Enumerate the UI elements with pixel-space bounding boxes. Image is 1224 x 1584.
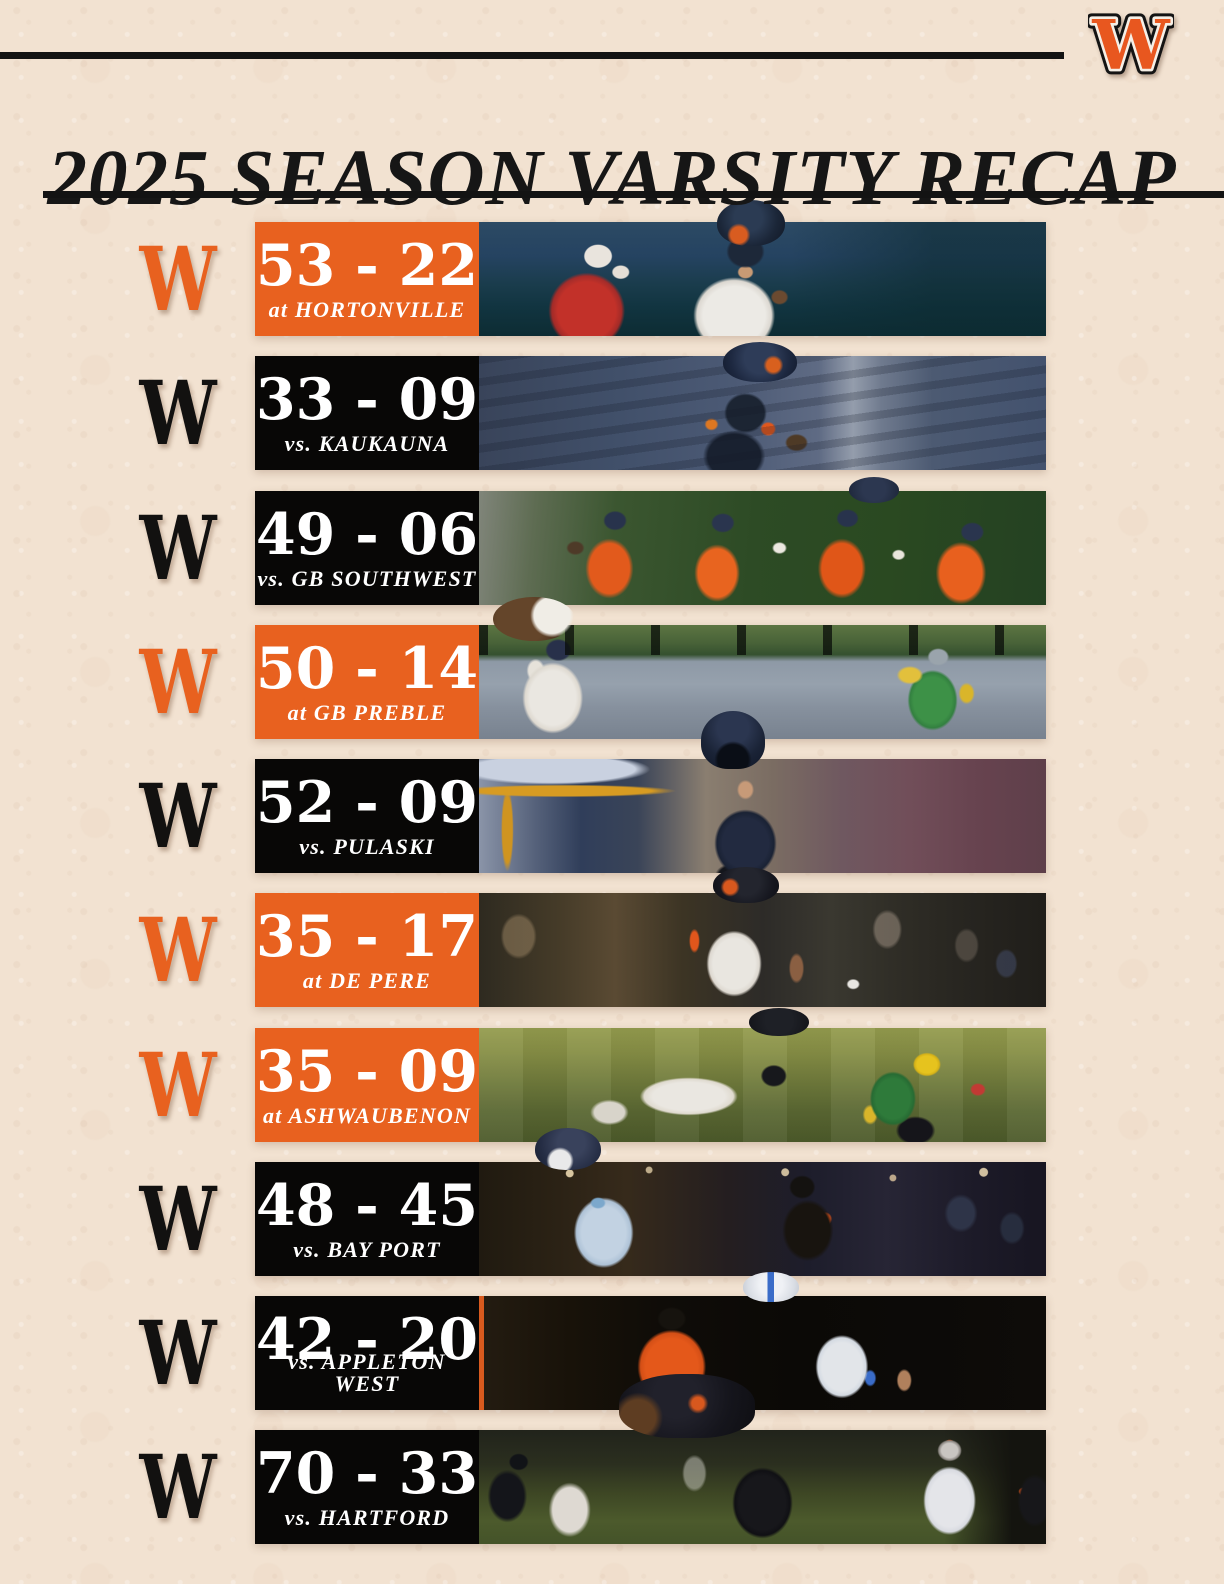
score-text: 50 - 14 xyxy=(256,635,478,702)
photo-art xyxy=(479,1430,1046,1544)
player-helmet-cutout xyxy=(713,867,779,903)
win-indicator: W xyxy=(139,1435,217,1539)
score-box: 52 - 09 vs. PULASKI xyxy=(255,759,479,873)
game-row: W 49 - 06 vs. GB SOUTHWEST xyxy=(0,477,1224,605)
win-indicator: W xyxy=(139,630,217,734)
score-box: 48 - 45 vs. BAY PORT xyxy=(255,1162,479,1276)
game-row: W 35 - 17 at DE PERE xyxy=(0,867,1224,1007)
game-photo xyxy=(479,1374,1046,1544)
game-row: W 52 - 09 vs. PULASKI xyxy=(0,711,1224,873)
school-logo: W W W xyxy=(1086,0,1177,92)
game-photo xyxy=(479,1008,1046,1142)
score-text: 52 - 09 xyxy=(256,769,478,836)
score-box: 33 - 09 vs. KAUKAUNA xyxy=(255,356,479,470)
player-snap-cutout xyxy=(619,1374,755,1438)
game-strip: 52 - 09 vs. PULASKI xyxy=(255,711,1046,873)
game-strip: 48 - 45 vs. BAY PORT xyxy=(255,1128,1046,1276)
score-text: 48 - 45 xyxy=(256,1172,478,1239)
player-helmet-cutout xyxy=(723,342,797,382)
opponent-text: at GB PREBLE xyxy=(287,700,447,725)
game-photo xyxy=(479,1128,1046,1276)
player-helmet-cutout xyxy=(743,1272,799,1302)
svg-text:W: W xyxy=(1091,5,1171,86)
game-strip: 42 - 20 vs. APPLETON WEST xyxy=(255,1272,1046,1410)
score-text: 49 - 06 xyxy=(256,501,478,568)
win-indicator: W xyxy=(139,1033,217,1137)
photo-art xyxy=(479,1162,1046,1276)
opponent-text: vs. APPLETON WEST xyxy=(288,1349,446,1396)
score-box: 42 - 20 vs. APPLETON WEST xyxy=(255,1296,479,1410)
game-photo xyxy=(479,1272,1046,1410)
svg-text:W: W xyxy=(1091,5,1171,86)
opponent-text: vs. KAUKAUNA xyxy=(284,431,450,456)
game-row: W 42 - 20 vs. APPLETON WEST xyxy=(0,1272,1224,1410)
win-indicator: W xyxy=(139,1167,217,1271)
score-box: 35 - 17 at DE PERE xyxy=(255,893,479,1007)
opponent-text: vs. GB SOUTHWEST xyxy=(257,566,477,591)
opponent-text: vs. PULASKI xyxy=(299,834,435,859)
win-indicator: W xyxy=(139,496,217,600)
score-text: 35 - 09 xyxy=(256,1038,478,1105)
player-helmet-cutout xyxy=(701,711,765,769)
opponent-text: vs. BAY PORT xyxy=(293,1237,441,1262)
game-row: W 33 - 09 vs. KAUKAUNA xyxy=(0,342,1224,470)
header-rule-top xyxy=(0,52,1064,59)
player-helmet-cutout xyxy=(849,477,899,503)
photo-art xyxy=(479,491,1046,605)
game-row: W 53 - 22 at HORTONVILLE xyxy=(0,200,1224,336)
score-box: 70 - 33 vs. HARTFORD xyxy=(255,1430,479,1544)
header-rule-bottom xyxy=(43,191,1224,198)
score-text: 70 - 33 xyxy=(256,1440,478,1507)
score-text: 33 - 09 xyxy=(256,366,478,433)
opponent-text: at HORTONVILLE xyxy=(268,297,466,322)
game-strip: 70 - 33 vs. HARTFORD xyxy=(255,1374,1046,1544)
score-box: 50 - 14 at GB PREBLE xyxy=(255,625,479,739)
player-catch-cutout xyxy=(493,597,575,641)
game-strip: 35 - 17 at DE PERE xyxy=(255,867,1046,1007)
win-indicator: W xyxy=(139,1301,217,1405)
score-text: 53 - 22 xyxy=(256,232,478,299)
page-title: 2025 SEASON VARSITY RECAP xyxy=(47,134,1177,222)
player-helmet-cutout xyxy=(749,1008,809,1036)
opponent-text: at DE PERE xyxy=(302,968,432,993)
game-photo xyxy=(479,342,1046,470)
player-helmet-cutout xyxy=(717,200,785,246)
opponent-text: at ASHWAUBENON xyxy=(262,1103,472,1128)
game-photo xyxy=(479,200,1046,336)
game-strip: 50 - 14 at GB PREBLE xyxy=(255,597,1046,739)
game-photo xyxy=(479,711,1046,873)
opponent-text: vs. HARTFORD xyxy=(284,1505,450,1530)
score-text: 35 - 17 xyxy=(256,903,478,970)
game-strip: 33 - 09 vs. KAUKAUNA xyxy=(255,342,1046,470)
win-indicator: W xyxy=(139,361,217,465)
game-row: W 70 - 33 vs. HARTFORD xyxy=(0,1374,1224,1544)
game-photo xyxy=(479,867,1046,1007)
score-box: 49 - 06 vs. GB SOUTHWEST xyxy=(255,491,479,605)
win-indicator: W xyxy=(139,764,217,868)
svg-text:W: W xyxy=(1091,5,1171,86)
photo-art xyxy=(479,759,1046,873)
score-box: 35 - 09 at ASHWAUBENON xyxy=(255,1028,479,1142)
game-row: W 35 - 09 at ASHWAUBENON xyxy=(0,1008,1224,1142)
game-row: W 48 - 45 vs. BAY PORT xyxy=(0,1128,1224,1276)
game-row: W 50 - 14 at GB PREBLE xyxy=(0,597,1224,739)
game-strip: 49 - 06 vs. GB SOUTHWEST xyxy=(255,477,1046,605)
game-photo xyxy=(479,477,1046,605)
photo-art xyxy=(479,625,1046,739)
varsity-w-logo-icon: W W W xyxy=(1086,0,1177,92)
photo-art xyxy=(479,1028,1046,1142)
score-box: 53 - 22 at HORTONVILLE xyxy=(255,222,479,336)
game-photo xyxy=(479,597,1046,739)
photo-art xyxy=(479,1296,1046,1410)
win-indicator: W xyxy=(139,227,217,331)
player-helmet-cutout xyxy=(535,1128,601,1170)
game-strip: 53 - 22 at HORTONVILLE xyxy=(255,200,1046,336)
game-strip: 35 - 09 at ASHWAUBENON xyxy=(255,1008,1046,1142)
win-indicator: W xyxy=(139,898,217,1002)
score-text: 42 - 20 xyxy=(256,1306,478,1373)
photo-art xyxy=(479,893,1046,1007)
